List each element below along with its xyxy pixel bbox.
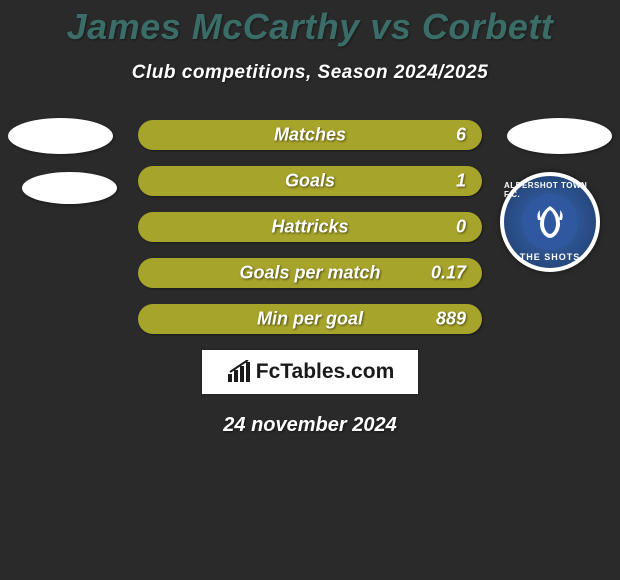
- footer-date: 24 november 2024: [0, 414, 620, 437]
- stat-label: Hattricks: [271, 217, 348, 238]
- stat-value: 0: [456, 217, 466, 238]
- stat-bars: Matches 6 Goals 1 Hattricks 0 Goals per …: [138, 120, 482, 334]
- player1-avatar-placeholder: [8, 118, 113, 154]
- stat-value: 889: [436, 309, 466, 330]
- badge-top-text: ALDERSHOT TOWN F.C.: [504, 181, 596, 199]
- stat-value: 1: [456, 171, 466, 192]
- badge-bottom-text: THE SHOTS: [520, 252, 581, 262]
- stat-value: 6: [456, 125, 466, 146]
- page-title: James McCarthy vs Corbett: [0, 0, 620, 48]
- player2-avatar-placeholder: [507, 118, 612, 154]
- stat-row-matches: Matches 6: [138, 120, 482, 150]
- stat-row-goals: Goals 1: [138, 166, 482, 196]
- stat-row-min-per-goal: Min per goal 889: [138, 304, 482, 334]
- stat-label: Goals per match: [239, 263, 380, 284]
- stat-row-hattricks: Hattricks 0: [138, 212, 482, 242]
- stat-value: 0.17: [431, 263, 466, 284]
- page-subtitle: Club competitions, Season 2024/2025: [0, 62, 620, 84]
- fctables-logo-text: FcTables.com: [256, 360, 395, 384]
- fctables-logo: FcTables.com: [202, 350, 418, 394]
- stat-label: Min per goal: [257, 309, 363, 330]
- stat-label: Goals: [285, 171, 335, 192]
- bar-chart-icon: [226, 360, 252, 384]
- badge-inner-graphic: [522, 194, 578, 250]
- comparison-chart: ALDERSHOT TOWN F.C. THE SHOTS Matches 6 …: [0, 120, 620, 334]
- stat-label: Matches: [274, 125, 346, 146]
- phoenix-icon: [530, 202, 570, 242]
- club-badge-aldershot: ALDERSHOT TOWN F.C. THE SHOTS: [500, 172, 600, 272]
- player1-club-placeholder: [22, 172, 117, 204]
- stat-row-goals-per-match: Goals per match 0.17: [138, 258, 482, 288]
